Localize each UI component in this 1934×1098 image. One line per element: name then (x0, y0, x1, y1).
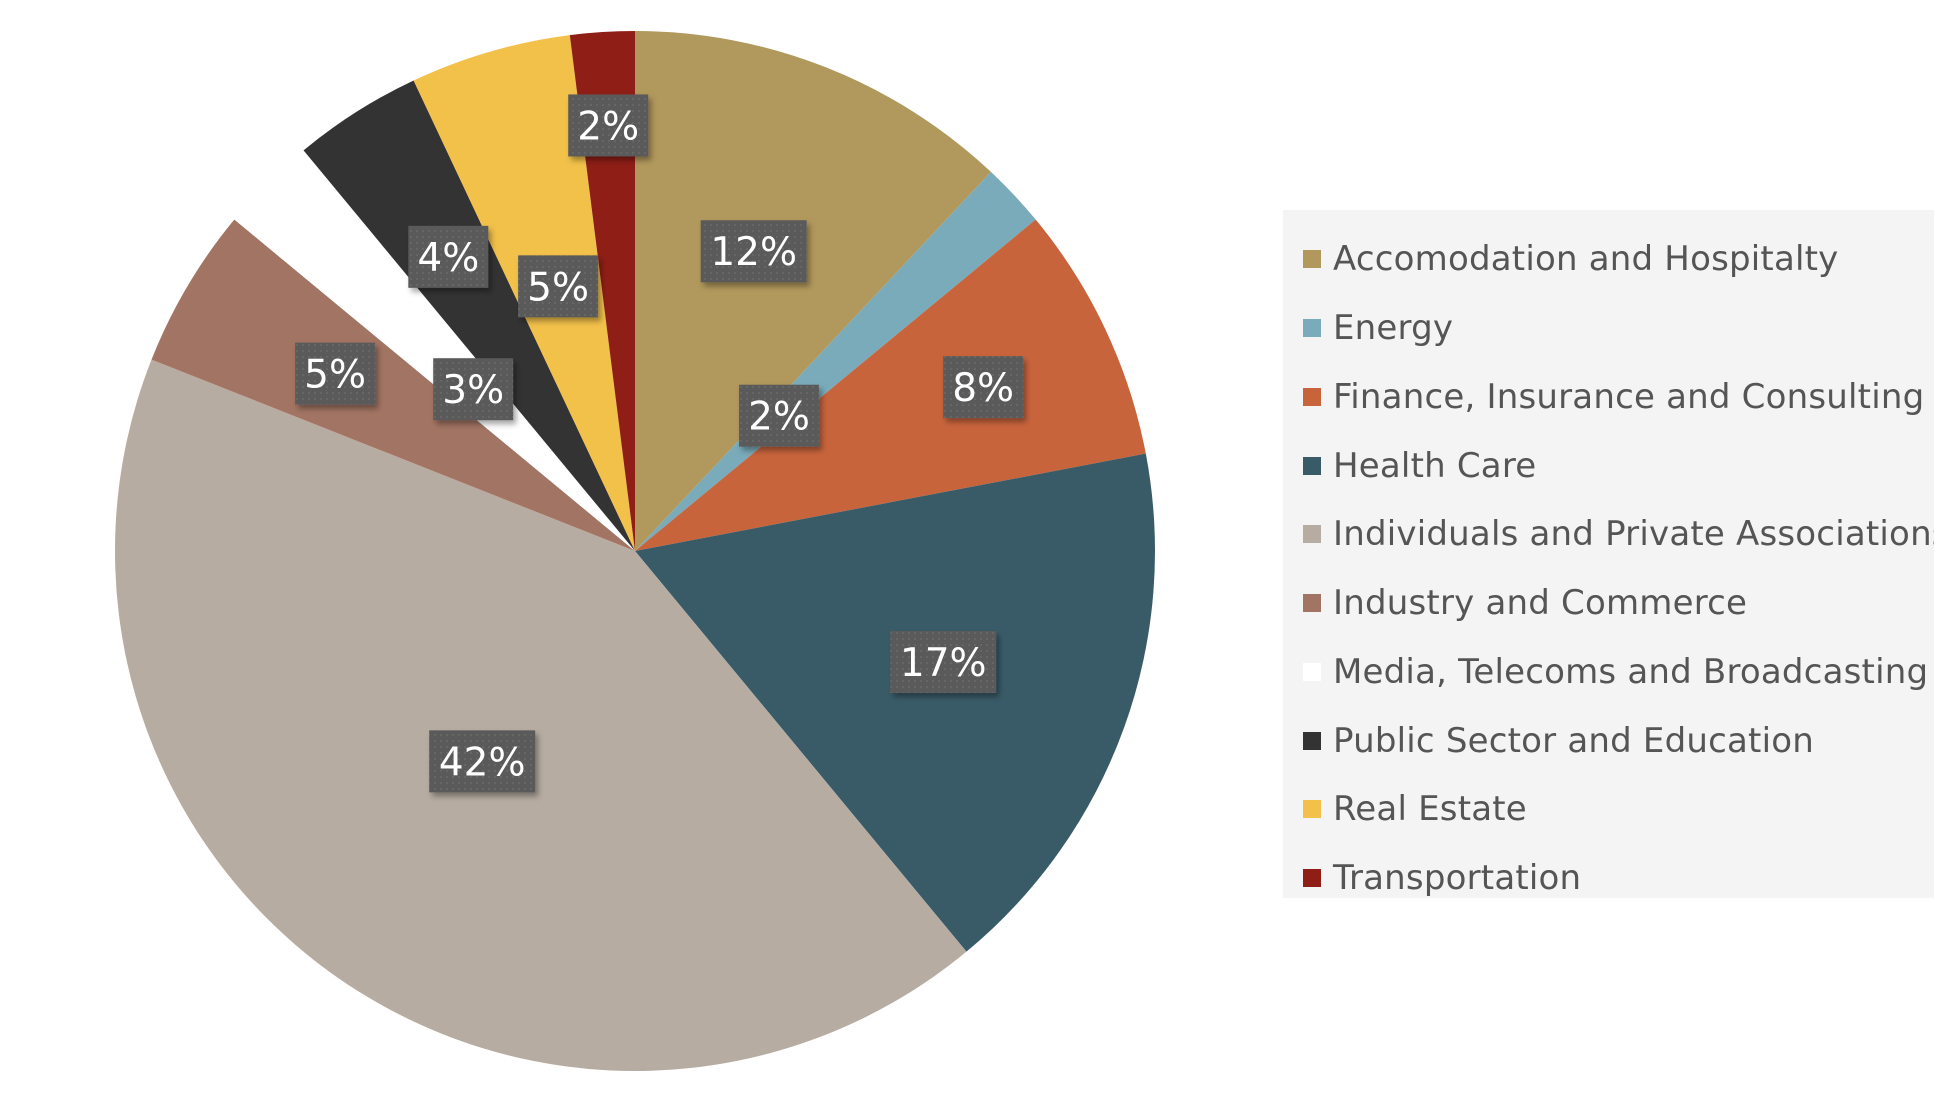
data-label: 5% (295, 342, 376, 405)
data-label-text: 4% (417, 236, 479, 281)
data-label: 5% (518, 255, 599, 318)
pie-slice-accomodation-and-hospitalty (635, 31, 991, 551)
data-label-box (568, 94, 649, 157)
pie-slice-industry-and-commerce (151, 219, 635, 551)
legend-swatch (1303, 250, 1321, 269)
data-label-text: 2% (748, 395, 810, 440)
pie-slice-health-care (635, 453, 1156, 952)
legend-label: Accomodation and Hospitalty (1333, 239, 1839, 280)
legend-label: Public Sector and Education (1333, 720, 1814, 761)
pie-slice-media-telecoms-and-broadcasting (234, 150, 635, 551)
data-label-box (518, 255, 599, 318)
legend-item: Media, Telecoms and Broadcasting (1303, 638, 1934, 707)
legend-item: Transportation (1303, 844, 1934, 913)
data-label: 2% (739, 384, 820, 447)
legend-item: Industry and Commerce (1303, 569, 1934, 638)
data-label-text: 5% (527, 265, 589, 310)
data-label-text: 42% (439, 740, 526, 785)
data-label-text: 8% (952, 366, 1014, 411)
legend-swatch (1303, 525, 1321, 544)
data-label-text: 3% (442, 368, 504, 413)
pie-slice-public-sector-and-education (303, 80, 635, 551)
legend-swatch (1303, 594, 1321, 613)
legend-item: Accomodation and Hospitalty (1303, 225, 1934, 294)
data-label: 42% (429, 730, 536, 793)
data-label: 8% (943, 356, 1024, 419)
data-label-box (890, 630, 997, 693)
legend-item: Energy (1303, 294, 1934, 363)
data-label-box (700, 220, 807, 283)
pie-slice-transportation (569, 31, 635, 551)
legend-item: Public Sector and Education (1303, 706, 1934, 775)
data-label: 3% (433, 358, 514, 421)
data-label-box (429, 730, 536, 793)
legend-label: Media, Telecoms and Broadcasting (1333, 651, 1929, 692)
legend-swatch (1303, 662, 1321, 681)
data-label-text: 2% (577, 104, 639, 149)
legend-swatch (1303, 731, 1321, 750)
data-label: 12% (700, 220, 807, 283)
data-label-box (433, 358, 514, 421)
legend-label: Individuals and Private Associations (1333, 514, 1934, 555)
legend-item: Finance, Insurance and Consulting (1303, 363, 1934, 432)
legend-label: Health Care (1333, 445, 1537, 486)
data-label-box (739, 384, 820, 447)
data-label: 4% (408, 225, 489, 288)
legend-label: Energy (1333, 308, 1454, 349)
pie-slice-energy (635, 171, 1036, 551)
legend-swatch (1303, 800, 1321, 819)
legend-swatch (1303, 319, 1321, 338)
legend-label: Real Estate (1333, 789, 1527, 830)
legend-item: Real Estate (1303, 775, 1934, 844)
data-label: 2% (568, 94, 649, 157)
chart-legend: Accomodation and Hospitalty Energy Finance… (1283, 210, 1934, 898)
pie-data-labels: 12% 2% 8% 17% 42% 5% 3% 4% 5% 2% (295, 94, 1024, 793)
data-label-text: 17% (900, 641, 987, 686)
legend-swatch (1303, 869, 1321, 888)
pie-slice-individuals-and-private-associations (114, 359, 967, 1072)
data-label-box (408, 225, 489, 288)
legend-swatch (1303, 456, 1321, 475)
legend-label: Finance, Insurance and Consulting (1333, 376, 1925, 417)
pie-slices (114, 31, 1156, 1072)
legend-label: Industry and Commerce (1333, 583, 1748, 624)
legend-label: Transportation (1333, 858, 1582, 899)
data-label-text: 12% (710, 230, 797, 275)
legend-item: Individuals and Private Associations (1303, 500, 1934, 569)
legend-item: Health Care (1303, 431, 1934, 500)
legend-swatch (1303, 387, 1321, 406)
data-label-box (943, 356, 1024, 419)
pie-slice-finance-insurance-and-consulting (635, 219, 1146, 551)
data-label-box (295, 342, 376, 405)
data-label: 17% (890, 630, 997, 693)
data-label-text: 5% (304, 353, 366, 398)
